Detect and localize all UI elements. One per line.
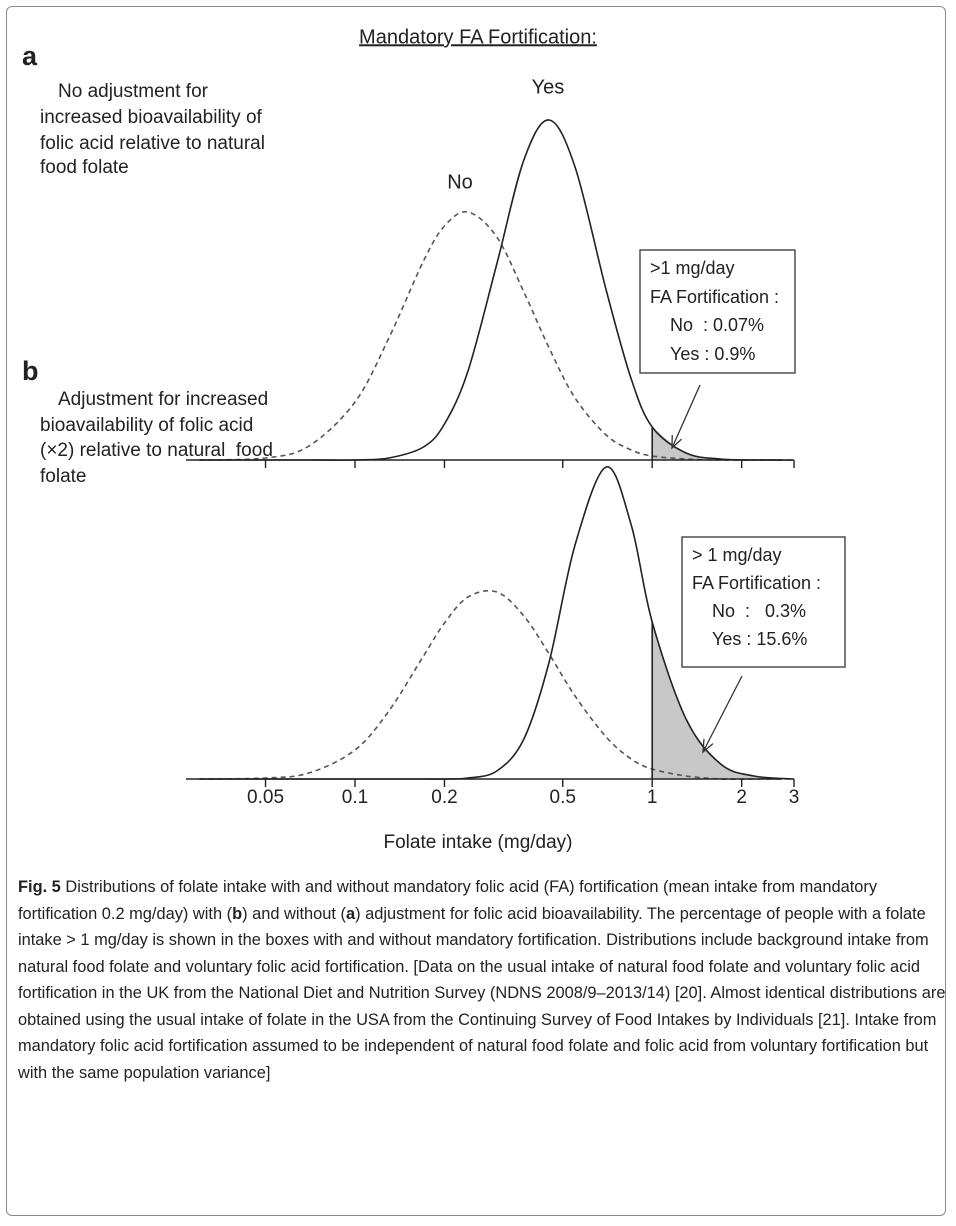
density-curve <box>199 210 794 461</box>
caption-text: ) adjustment for folic acid bioavailabil… <box>18 904 946 1082</box>
panel-note: Adjustment for increased <box>58 389 268 410</box>
x-tick-label: 0.05 <box>247 787 284 808</box>
figure-frame <box>6 6 946 1216</box>
caption: Fig. 5 Distributions of folate intake wi… <box>18 874 946 1086</box>
arrow-head <box>702 738 714 754</box>
series-label: No <box>447 171 473 193</box>
series-label: Yes <box>532 76 565 98</box>
x-tick-label: 2 <box>736 787 747 808</box>
annotation-box <box>681 536 846 668</box>
panel-note: increased bioavailability of <box>40 107 263 128</box>
caption-bold: a <box>345 904 356 923</box>
annotation-text: No : 0.3% <box>712 601 806 621</box>
x-tick-label: 3 <box>789 787 800 808</box>
x-axis-label: Folate intake (mg/day) <box>383 832 572 853</box>
annotation-text: > 1 mg/day <box>692 545 782 565</box>
annotation-text: >1 mg/day <box>650 258 735 278</box>
caption-text: Distributions of folate intake with and … <box>18 878 878 923</box>
shaded-region <box>652 427 794 461</box>
panel-note: No adjustment for <box>58 81 209 102</box>
annotation-text: FA Fortification : <box>650 287 779 307</box>
panel-note: bioavailability of folic acid <box>40 415 253 436</box>
caption-bold: Fig. 5 <box>18 878 61 896</box>
annotation-arrow <box>702 675 743 753</box>
annotation-text: No : 0.07% <box>670 315 764 335</box>
panel-label: a <box>22 41 38 71</box>
x-tick-label: 1 <box>647 787 658 808</box>
annotation-text: FA Fortification : <box>692 573 821 593</box>
annotation-arrow <box>671 384 701 449</box>
panel-note: folic acid relative to natural <box>40 133 265 154</box>
x-tick-label: 0.5 <box>550 787 576 808</box>
panel-label: b <box>22 356 39 386</box>
x-tick-label: 0.1 <box>342 787 368 808</box>
panel-note: food folate <box>40 157 129 178</box>
annotation-text: Yes : 15.6% <box>712 629 807 649</box>
density-curve <box>199 589 794 781</box>
figure-title: Mandatory FA Fortification: <box>359 26 597 48</box>
shaded-region <box>652 622 794 779</box>
figure: Mandatory FA Fortification: a No adjustme… <box>22 26 846 853</box>
arrow-head <box>671 434 682 450</box>
caption-bold: b <box>232 904 243 923</box>
annotation-text: Yes : 0.9% <box>670 344 755 364</box>
caption-text: ) and without ( <box>242 904 346 923</box>
panel-note: (×2) relative to natural food <box>40 440 273 461</box>
annotation-box <box>639 249 796 374</box>
x-tick-label: 0.2 <box>431 787 457 808</box>
panel-note: folate <box>40 466 86 487</box>
